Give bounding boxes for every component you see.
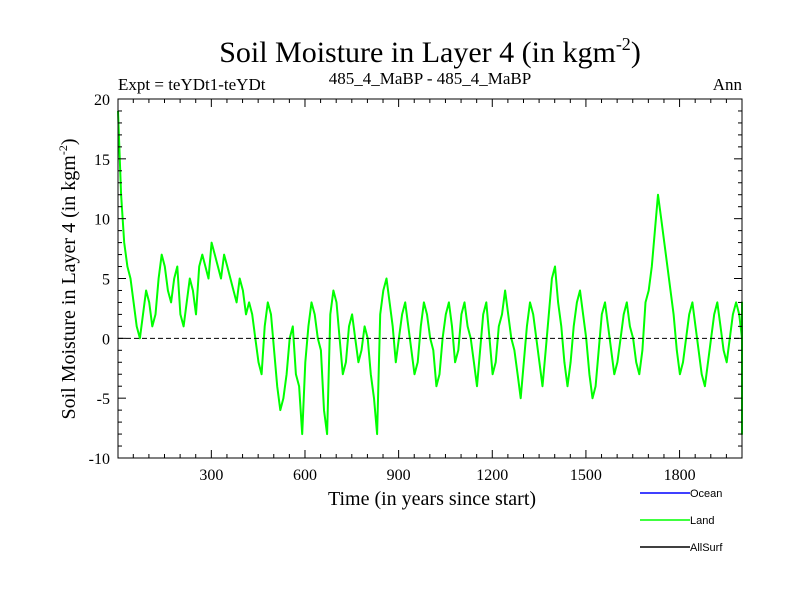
x-axis-label: Time (in years since start) xyxy=(328,488,536,510)
y-tick-label: 20 xyxy=(94,92,110,109)
subtitle-center: 485_4_MaBP - 485_4_MaBP xyxy=(329,69,531,88)
x-tick-label: 1800 xyxy=(664,467,696,484)
plot-frame xyxy=(117,98,743,459)
y-axis-label-close: ) xyxy=(58,138,80,145)
x-tick-label: 900 xyxy=(387,467,411,484)
tick-layer: -10 -5 0 5 10 15 20 300 600 900 1200 1500 1800 xyxy=(89,92,742,484)
y-tick-label: 0 xyxy=(102,331,110,348)
y-tick-label: 10 xyxy=(94,212,110,229)
x-tick-label: 1200 xyxy=(476,467,508,484)
y-axis-label-sup: -2 xyxy=(56,145,70,155)
legend-label-ocean: Ocean xyxy=(690,488,722,500)
chart-title-main: Soil Moisture in Layer 4 (in kgm xyxy=(219,36,616,69)
subtitle-right: Ann xyxy=(713,75,743,94)
chart-title: Soil Moisture in Layer 4 (in kgm-2) xyxy=(219,34,641,69)
y-axis-label-main: Soil Moisture in Layer 4 (in kgm xyxy=(58,155,80,420)
x-tick-label: 600 xyxy=(293,467,317,484)
legend: Ocean Land AllSurf xyxy=(640,488,723,554)
legend-label-land: Land xyxy=(690,515,714,527)
y-axis-label: Soil Moisture in Layer 4 (in kgm-2) xyxy=(56,138,80,419)
chart-title-close: ) xyxy=(631,36,641,69)
series-line-land xyxy=(117,110,743,436)
x-tick-label: 1500 xyxy=(570,467,602,484)
y-tick-label: -10 xyxy=(89,451,110,468)
series-layer xyxy=(117,110,743,436)
y-tick-label: -5 xyxy=(97,391,110,408)
x-tick-label: 300 xyxy=(199,467,223,484)
subtitle-left: Expt = teYDt1-teYDt xyxy=(118,75,266,94)
chart-title-sup: -2 xyxy=(616,34,631,54)
y-tick-label: 5 xyxy=(102,272,110,289)
legend-label-allsurf: AllSurf xyxy=(690,542,723,554)
y-tick-label: 15 xyxy=(94,152,110,169)
